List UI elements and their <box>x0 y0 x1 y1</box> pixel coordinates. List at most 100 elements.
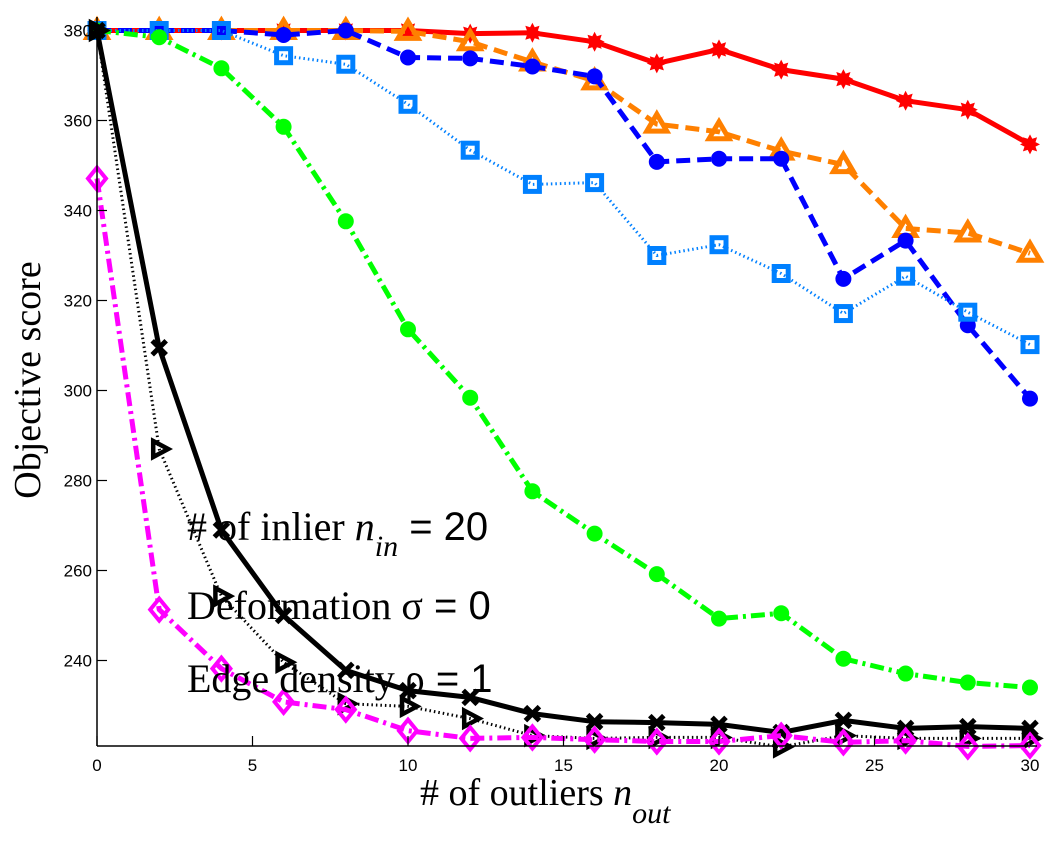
x-tick-label: 10 <box>399 756 418 775</box>
square-marker <box>833 304 853 324</box>
x-tick-label: 25 <box>865 756 884 775</box>
series-line-orange-dashed-triangle <box>97 28 1031 256</box>
annotation-inliers-main: # of inlier <box>187 504 355 549</box>
square-marker <box>896 266 916 286</box>
series-black-dotted-triangle <box>88 18 1044 759</box>
circle-marker <box>648 153 665 170</box>
x-tick-label: 5 <box>248 756 257 775</box>
star-marker <box>771 59 792 80</box>
dot-marker <box>337 213 354 230</box>
square-marker <box>211 21 231 40</box>
annotation-deformation: Deformation σ = 0 <box>187 583 491 628</box>
y-tick-label: 300 <box>64 382 92 401</box>
annotation-edge-density: Edge density ρ = 1 <box>187 656 493 701</box>
annotation-inliers: # of inlier nin = 20 <box>187 504 488 563</box>
diamond-marker <box>209 654 233 683</box>
triangle-right-marker <box>275 650 298 675</box>
circle-marker <box>524 58 541 75</box>
triangle-marker <box>953 218 983 243</box>
circle-marker <box>213 22 230 39</box>
dot-marker <box>213 60 230 77</box>
triangle-marker <box>1015 238 1045 263</box>
square-marker <box>585 173 605 193</box>
circle-marker <box>835 270 852 287</box>
axes-layer <box>96 17 1037 747</box>
dot-marker <box>400 321 416 338</box>
square-marker <box>647 246 667 265</box>
diamond-marker <box>147 595 171 624</box>
circle-marker <box>897 232 914 249</box>
x-axis-title: # of outliers nout <box>420 772 671 830</box>
series-line-black-solid-x <box>94 30 1031 735</box>
y-tick-label: 260 <box>64 562 92 581</box>
series-line-green-dashdot-circle <box>96 28 1031 690</box>
dot-marker <box>586 525 603 542</box>
diamond-marker <box>645 727 669 756</box>
x-axis-title-sub: out <box>632 797 671 830</box>
x-marker <box>212 521 231 539</box>
triangle-marker <box>393 16 423 41</box>
circle-marker <box>462 50 479 67</box>
diamond-marker <box>583 725 607 754</box>
square-marker <box>274 46 294 66</box>
star-marker <box>522 22 543 43</box>
series-line-lightblue-dotted-square <box>97 29 1031 346</box>
dot-marker <box>1022 679 1038 696</box>
dot-marker <box>275 118 292 135</box>
x-tick-label: 30 <box>1021 756 1040 775</box>
square-marker <box>522 174 542 194</box>
x-marker <box>585 712 604 731</box>
star-marker <box>895 90 916 111</box>
diamond-marker <box>707 727 731 756</box>
annotation-deformation-main: Deformation σ <box>187 583 423 628</box>
square-marker <box>460 140 480 160</box>
diamond-marker <box>520 723 544 752</box>
dot-marker <box>773 605 790 622</box>
star-marker <box>584 31 605 52</box>
triangle-right-marker <box>213 584 236 608</box>
diamond-marker <box>894 726 918 755</box>
diamond-marker <box>1018 731 1042 760</box>
dot-marker <box>648 566 665 583</box>
dot-marker <box>524 483 541 500</box>
diamond-marker <box>458 724 482 753</box>
star-marker <box>957 99 978 120</box>
triangle-right-marker <box>399 694 422 719</box>
x-marker <box>648 713 666 732</box>
star-marker <box>709 39 729 60</box>
square-marker <box>709 235 729 255</box>
y-axis-title: Objective score <box>7 261 49 498</box>
x-marker <box>274 606 293 625</box>
annotation-edge-density-main: Edge density ρ <box>187 656 425 701</box>
series-black-solid-x <box>88 21 1039 742</box>
star-marker <box>833 69 854 90</box>
series-orange-dashed-triangle <box>82 15 1045 263</box>
triangle-marker <box>829 149 858 175</box>
circle-marker <box>773 150 790 167</box>
annotation-edge-density-value: = 1 <box>425 657 493 701</box>
triangle-marker <box>704 116 734 142</box>
y-tick-label: 380 <box>64 22 92 41</box>
dot-marker <box>711 610 727 627</box>
y-tick-label: 360 <box>64 112 92 131</box>
y-tick-label: 240 <box>64 652 92 671</box>
x-marker <box>523 704 542 723</box>
series-red-solid-star <box>87 20 1040 155</box>
x-axis-title-var: n <box>613 772 632 814</box>
y-tick-label: 280 <box>64 472 92 491</box>
x-marker <box>399 681 417 700</box>
star-marker <box>1020 134 1040 155</box>
triangle-right-marker <box>461 706 484 731</box>
annotation-inliers-value: = 20 <box>398 505 488 549</box>
circle-marker <box>337 22 354 39</box>
x-marker <box>150 338 168 357</box>
square-marker <box>336 54 356 74</box>
triangle-marker <box>642 109 672 134</box>
circle-marker <box>1022 390 1038 407</box>
circle-marker <box>275 27 292 43</box>
y-tick-label: 320 <box>64 292 92 311</box>
annotation-deformation-value: = 0 <box>423 584 491 628</box>
x-tick-label: 20 <box>710 756 729 775</box>
dot-marker <box>835 650 852 667</box>
